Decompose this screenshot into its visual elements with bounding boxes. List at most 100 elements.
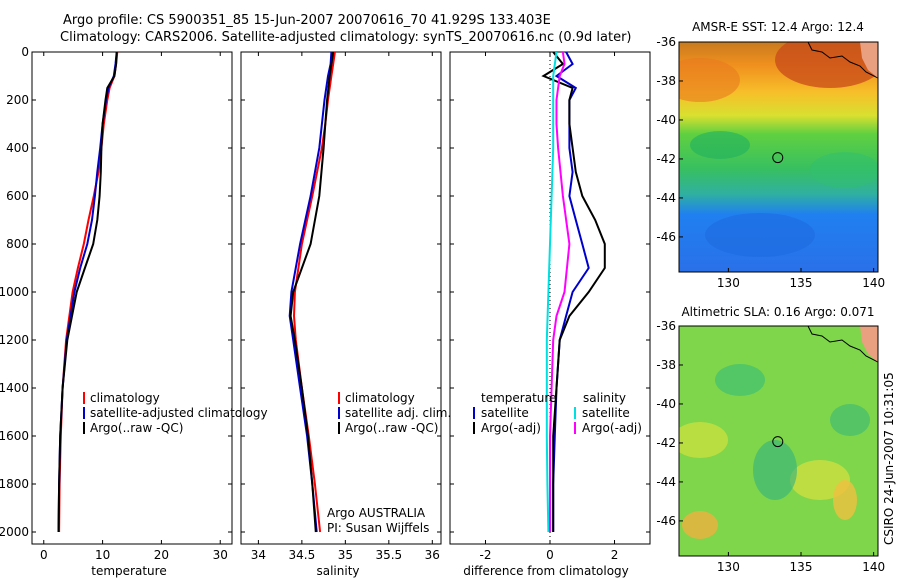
map-y-tick-label: -46 (656, 230, 676, 244)
series-line-climatology (292, 51, 336, 533)
diff-legend-temp-argo-label: Argo(-adj) (481, 421, 541, 435)
map-x-tick-label: 135 (790, 276, 813, 290)
land (860, 42, 878, 78)
y-tick-label: 600 (6, 189, 29, 203)
series-line-salinity-satellite (545, 51, 558, 533)
x-tick-label: -2 (479, 548, 491, 562)
figure-title-line1: Argo profile: CS 5900351_85 15-Jun-2007 … (63, 13, 551, 28)
series-line-argo-raw-qc- (57, 51, 118, 533)
sst-warm-blob (775, 42, 878, 88)
map-y-tick-label: -44 (656, 475, 676, 489)
map-y-tick-label: -36 (656, 35, 676, 49)
sst-cool-blob (690, 131, 750, 159)
difference-legend: temperature salinity satellite Argo(-adj… (473, 391, 642, 435)
sst-map-frame (678, 41, 879, 273)
x-tick-label: 34 (251, 548, 266, 562)
x-tick-label: 36 (425, 548, 440, 562)
x-tick-label: 34.5 (289, 548, 316, 562)
x-tick-label: 10 (95, 548, 110, 562)
x-tick-label: 0 (40, 548, 48, 562)
y-tick-label: 1600 (0, 429, 29, 443)
y-tick-label: 200 (6, 93, 29, 107)
temperature-axes (31, 51, 233, 545)
y-tick-label: 2000 (0, 525, 29, 539)
map-y-tick-label: -42 (656, 152, 676, 166)
sla-map-frame (678, 325, 879, 557)
map-y-tick-label: -38 (656, 74, 676, 88)
sla-low-blob (753, 440, 797, 500)
legend-climatology-label: climatology (90, 391, 160, 405)
series-line-temperature-argo-adj- (541, 51, 606, 532)
y-tick-label: 400 (6, 141, 29, 155)
sst-map-title: AMSR-E SST: 12.4 Argo: 12.4 (692, 20, 864, 34)
coastline (807, 326, 878, 363)
x-tick-label: 35 (338, 548, 353, 562)
argo-location-marker (772, 152, 784, 164)
sla-low-blob (830, 404, 870, 436)
salinity-xlabel: salinity (316, 564, 359, 578)
diff-legend-sal-satellite-label: satellite (582, 406, 630, 420)
diff-legend-temperature-title: temperature (481, 391, 556, 405)
diff-legend-sal-argo-label: Argo(-adj) (582, 421, 642, 435)
sal-legend-climatology-label: climatology (345, 391, 415, 405)
temperature-legend: climatology satellite-adjusted climatolo… (83, 391, 268, 435)
x-tick-label: 30 (213, 548, 228, 562)
salinity-annotation-line2: PI: Susan Wijffels (327, 521, 429, 535)
coastline (807, 42, 878, 79)
land (860, 326, 878, 362)
series-line-satellite-adj-clim- (288, 51, 333, 533)
sla-low-blob (715, 364, 765, 396)
difference-xlabel: difference from climatology (463, 564, 629, 578)
sla-high-blob (679, 422, 728, 458)
map-x-tick-label: 140 (862, 560, 885, 574)
map-y-tick-label: -36 (656, 319, 676, 333)
salinity-annotation-line1: Argo AUSTRALIA (327, 506, 426, 520)
argo-location-marker (772, 436, 784, 448)
sal-legend-argo-label: Argo(..raw -QC) (345, 421, 438, 435)
x-tick-label: 35.5 (375, 548, 402, 562)
x-tick-label: 20 (154, 548, 169, 562)
series-line-salinity-argo-adj- (549, 51, 571, 532)
x-tick-label: 0 (546, 548, 554, 562)
y-tick-label: 1400 (0, 381, 29, 395)
map-y-tick-label: -44 (656, 191, 676, 205)
sst-warm-blob (679, 58, 740, 102)
sst-cool-blob (810, 152, 878, 188)
sla-map (679, 326, 878, 556)
map-y-tick-label: -38 (656, 358, 676, 372)
sla-map-axes: 130 135 140 -36 -38 -40 -42 -44 -46 (656, 319, 885, 574)
map-y-tick-label: -40 (656, 113, 676, 127)
side-label: CSIRO 24-Jun-2007 10:31:05 (882, 372, 896, 545)
y-tick-label: 1200 (0, 333, 29, 347)
salinity-legend: climatology satellite adj. clim. Argo(..… (338, 391, 451, 435)
legend-satellite-label: satellite-adjusted climatology (90, 406, 268, 420)
sst-map (679, 42, 878, 272)
salinity-axes (240, 51, 442, 545)
sal-legend-satellite-label: satellite adj. clim. (345, 406, 451, 420)
series-line-climatology (58, 51, 119, 533)
map-y-tick-label: -40 (656, 397, 676, 411)
temperature-plot: 0 10 20 30 0 200 400 600 800 1000 1200 1400 1600 1800… (0, 45, 232, 562)
sla-map-title: Altimetric SLA: 0.16 Argo: 0.071 (681, 305, 874, 319)
y-tick-label: 0 (21, 45, 29, 59)
series-line-argo-raw-qc- (289, 51, 335, 533)
map-x-tick-label: 130 (717, 560, 740, 574)
legend-argo-label: Argo(..raw -QC) (90, 421, 183, 435)
difference-plot: -2 0 2 (450, 51, 650, 562)
figure-title-line2: Climatology: CARS2006. Satellite-adjuste… (60, 30, 632, 45)
series-line-temperature-satellite (552, 51, 590, 532)
y-tick-label: 1800 (0, 477, 29, 491)
map-y-tick-label: -46 (656, 514, 676, 528)
diff-legend-salinity-title: salinity (583, 391, 626, 405)
sst-cold-blob (705, 213, 815, 257)
sla-high-blob (682, 511, 718, 539)
temperature-xlabel: temperature (91, 564, 166, 578)
salinity-plot: 34 34.5 35 35.5 36 (241, 51, 441, 562)
series-line-satellite-adjusted-climatology (57, 51, 118, 533)
diff-legend-temp-satellite-label: satellite (481, 406, 529, 420)
map-x-tick-label: 135 (790, 560, 813, 574)
y-tick-label: 1000 (0, 285, 29, 299)
map-x-tick-label: 130 (717, 276, 740, 290)
sla-high-blob (833, 480, 857, 520)
